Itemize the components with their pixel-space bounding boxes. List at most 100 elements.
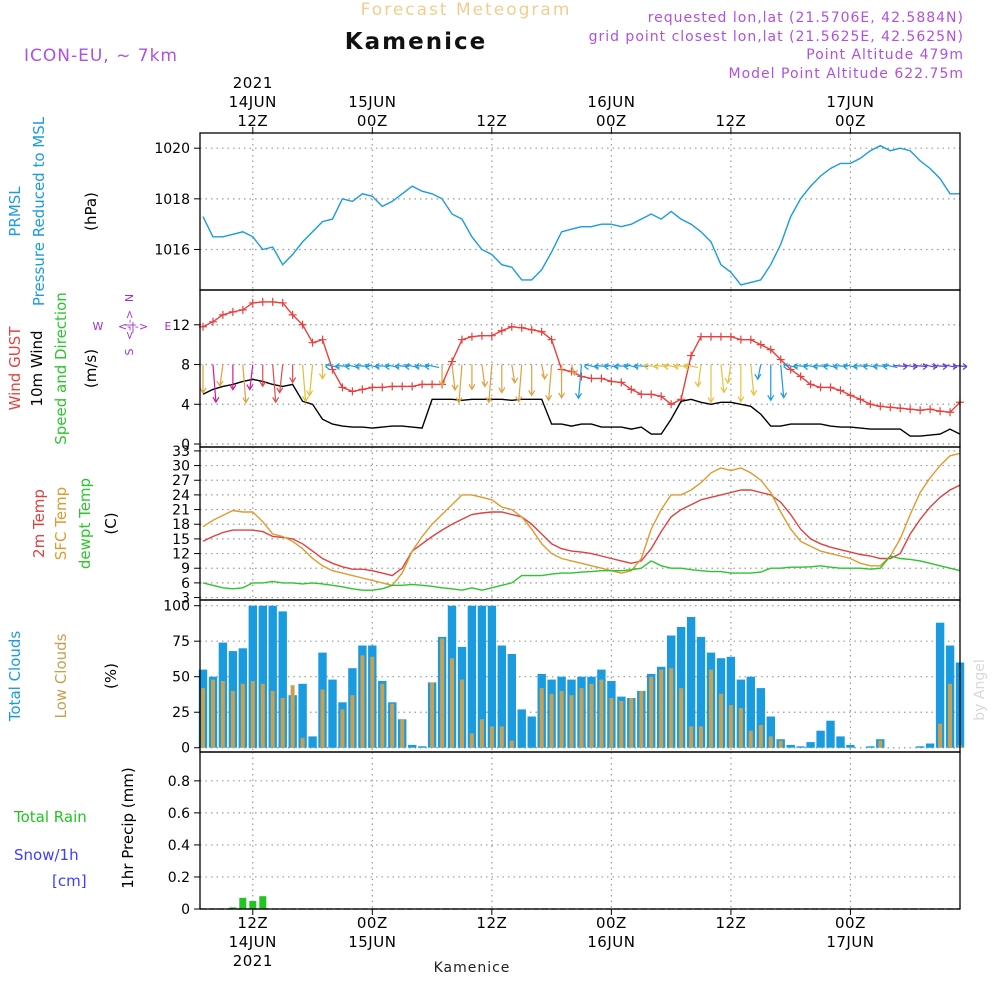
gust-point: [208, 317, 217, 326]
total-cloud-bar: [517, 709, 526, 748]
text-layer: Forecast Meteogram Kamenice ICON-EU, ~ 7…: [6, 0, 988, 976]
y-tick-label: 0.2: [168, 870, 190, 886]
low-cloud-bar: [450, 658, 454, 748]
wind-direction-arrow: [803, 363, 818, 371]
top-time-label: 14JUN: [229, 93, 277, 111]
wind-direction-arrow: [594, 363, 609, 371]
y-tick-label: 12: [172, 318, 190, 334]
low-cloud-bar: [579, 688, 584, 748]
wind-direction-arrow: [384, 363, 400, 371]
wind-direction-arrow: [653, 363, 669, 371]
y-tick-label: 4: [181, 397, 190, 413]
model-name: ICON-EU, ~ 7km: [24, 46, 178, 66]
frame-layer: [194, 127, 961, 915]
bottom-time-label: 15JUN: [348, 933, 396, 951]
low-cloud-bar: [699, 726, 703, 748]
compass-w: W: [93, 320, 104, 333]
low-cloud-bar: [659, 669, 664, 748]
y-tick-label: 30: [172, 459, 190, 475]
low-cloud-bar: [728, 705, 733, 748]
gust-point: [487, 331, 496, 340]
low-cloud-bar: [938, 723, 943, 748]
gust-point: [537, 327, 546, 336]
low-cloud-bar: [350, 695, 355, 748]
panel-label: Pressure Reduced to MSL: [30, 116, 48, 306]
gust-point: [248, 298, 257, 307]
wind-direction-arrow: [574, 364, 583, 400]
panel-label: 10m Wind: [28, 330, 46, 406]
wind-direction-arrow: [663, 363, 679, 371]
wind-direction-arrow: [455, 364, 463, 404]
y-tick-label: 9: [181, 561, 190, 577]
panel-label: 2m Temp: [30, 489, 48, 558]
compass-e: E: [165, 320, 172, 333]
low-cloud-bar: [559, 690, 564, 748]
total-cloud-bar: [278, 611, 287, 748]
total-cloud-bar: [308, 736, 317, 748]
wind-direction-arrow: [394, 363, 410, 371]
wind-direction-arrow: [354, 363, 370, 371]
panel-unit: (%): [102, 663, 120, 689]
precip-legend-label: Total Rain: [13, 808, 87, 826]
top-time-label: 12Z: [476, 112, 507, 130]
rain-bar: [259, 896, 267, 909]
top-time-label: 17JUN: [826, 93, 874, 111]
total-cloud-bar: [766, 716, 775, 748]
wind-direction-arrow: [212, 364, 220, 404]
wind-direction-arrow: [345, 363, 360, 371]
y-tick-label: 21: [172, 503, 190, 519]
total-cloud-bar: [806, 742, 815, 748]
y-tick-label: 27: [172, 473, 190, 489]
total-cloud-bar: [268, 605, 277, 748]
gust-point: [776, 355, 785, 364]
gust-point: [547, 335, 556, 344]
compass-arrows-h: <-|->: [118, 320, 148, 333]
gust-point: [667, 400, 676, 409]
low-cloud-bar: [340, 709, 345, 748]
gust-point: [398, 382, 407, 391]
compass-s: S: [123, 348, 136, 355]
wind-direction-arrow: [613, 363, 629, 371]
bottom-time-label: 16JUN: [587, 933, 635, 951]
gust-point: [288, 310, 297, 319]
wind-direction-arrow: [545, 364, 553, 402]
low-cloud-bar: [240, 683, 245, 748]
total-cloud-bar: [726, 656, 736, 748]
low-cloud-bar: [320, 689, 325, 748]
top-time-label: 00Z: [835, 112, 866, 130]
wind-direction-arrow: [754, 364, 762, 381]
y-tick-label: 75: [172, 634, 190, 650]
wind-direction-arrow: [229, 364, 237, 391]
gust-point: [338, 383, 347, 392]
compass-arrows-v: <-|->: [123, 310, 136, 340]
top-time-label: 00Z: [596, 112, 627, 130]
wind-direction-arrow: [325, 363, 340, 371]
panel-unit: 1hr Precip (mm): [119, 767, 137, 888]
low-cloud-bar: [509, 740, 514, 748]
gust-point: [408, 382, 417, 391]
gust-point: [238, 305, 247, 314]
y-tick-label: 50: [172, 670, 190, 686]
wind-direction-arrow: [272, 364, 280, 404]
total-cloud-bar: [467, 605, 477, 748]
gust-point: [627, 385, 636, 394]
total-cloud-bar: [497, 645, 506, 748]
wind-direction-arrow: [673, 363, 689, 371]
gust-point: [448, 357, 457, 366]
low-cloud-bar: [758, 725, 763, 748]
low-cloud-bar: [260, 683, 265, 748]
y-tick-label: 18: [172, 517, 190, 533]
gust-point: [298, 320, 307, 329]
low-cloud-bar: [489, 726, 494, 748]
gust-point: [348, 387, 357, 396]
total-cloud-bar: [527, 716, 536, 748]
mark-layer: [198, 144, 968, 910]
low-cloud-bar: [390, 703, 395, 748]
wind-direction-arrow: [528, 364, 536, 397]
gust-point: [318, 335, 327, 344]
top-time-label: 16JUN: [587, 93, 635, 111]
credit-text: by Angel: [972, 659, 988, 720]
low-cloud-bar: [400, 719, 405, 748]
gust-point: [388, 382, 397, 391]
